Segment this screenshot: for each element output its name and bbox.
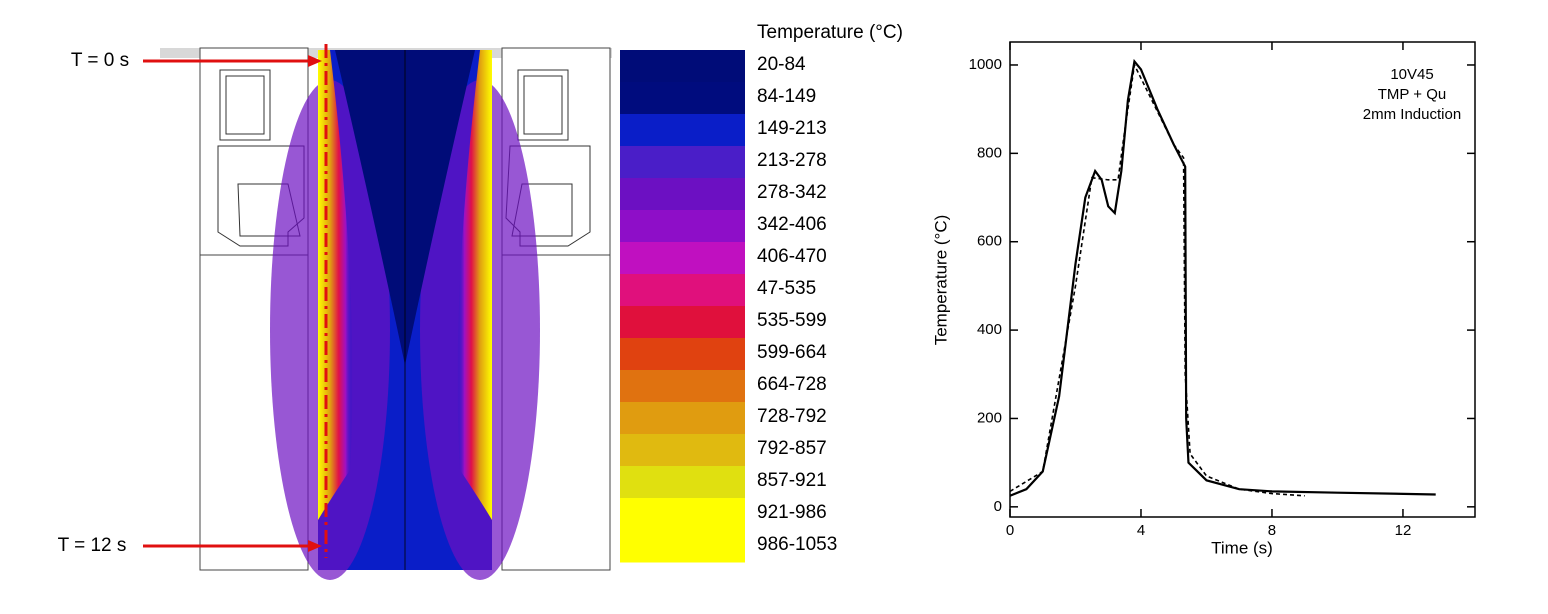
y-tick-label: 600 — [977, 233, 1002, 250]
legend-label: 535-599 — [757, 310, 827, 331]
legend-title: Temperature (°C) — [757, 22, 903, 43]
legend: 20-84 84-149 149-213 213-278 278-342 342-406 4… — [620, 50, 837, 563]
y-tick-label: 1000 — [969, 56, 1002, 73]
plot-frame — [1009, 41, 1476, 518]
legend-swatch — [620, 50, 745, 83]
coil — [219, 69, 271, 141]
heat-zone — [457, 50, 492, 520]
legend-swatch — [620, 402, 745, 435]
coil — [517, 69, 569, 141]
y-axis-label: Temperature (°C) — [931, 215, 950, 346]
legend-label: 921-986 — [757, 502, 827, 523]
chart: Time (s) Temperature (°C) 0 4 8 12 0 200 400 60… — [931, 41, 1476, 557]
legend-swatch — [620, 530, 745, 563]
legend-label: 47-535 — [757, 278, 816, 299]
y-tick-label: 0 — [994, 498, 1002, 515]
legend-label: 857-921 — [757, 470, 827, 491]
annotation: 2mm Induction — [1363, 106, 1461, 123]
legend-label: 986-1053 — [757, 534, 837, 555]
legend-swatch — [620, 370, 745, 403]
arrow-head — [308, 55, 322, 67]
x-tick-label: 12 — [1395, 522, 1412, 539]
legend-swatch — [620, 178, 745, 211]
time-label: T = 12 s — [58, 535, 127, 556]
line-series — [1009, 58, 1436, 497]
legend-swatch — [620, 146, 745, 179]
legend-label: 84-149 — [757, 86, 816, 107]
legend-label: 342-406 — [757, 214, 827, 235]
annotation: TMP + Qu — [1378, 86, 1447, 103]
legend-swatch — [620, 274, 745, 307]
legend-swatch — [620, 498, 745, 531]
x-tick-label: 0 — [1006, 522, 1014, 539]
time-label: T = 0 s — [71, 50, 129, 71]
legend-label: 792-857 — [757, 438, 827, 459]
legend-label: 406-470 — [757, 246, 827, 267]
legend-label: 20-84 — [757, 54, 806, 75]
x-tick-label: 4 — [1137, 522, 1145, 539]
legend-swatch — [620, 306, 745, 339]
legend-label: 728-792 — [757, 406, 827, 427]
x-axis-label: Time (s) — [1211, 538, 1273, 557]
legend-swatch — [620, 434, 745, 467]
legend-swatch — [620, 114, 745, 147]
legend-swatch — [620, 82, 745, 115]
legend-label: 278-342 — [757, 182, 827, 203]
annotation: 10V45 — [1390, 66, 1433, 83]
simulation: T = 0 s T = 12 s Temperature (°C) 20-84 8… — [58, 22, 903, 580]
legend-label: 599-664 — [757, 342, 827, 363]
y-tick-label: 200 — [977, 409, 1002, 426]
legend-label: 149-213 — [757, 118, 827, 139]
y-tick-label: 800 — [977, 144, 1002, 161]
arrow-head — [308, 540, 322, 552]
legend-swatch — [620, 210, 745, 243]
y-tick-label: 400 — [977, 321, 1002, 338]
coil — [225, 75, 265, 135]
coil — [523, 75, 563, 135]
legend-label: 213-278 — [757, 150, 827, 171]
legend-swatch — [620, 466, 745, 499]
line-series — [1009, 62, 1305, 497]
x-tick-label: 8 — [1268, 522, 1276, 539]
legend-label: 664-728 — [757, 374, 827, 395]
legend-swatch — [620, 242, 745, 275]
legend-swatch — [620, 338, 745, 371]
